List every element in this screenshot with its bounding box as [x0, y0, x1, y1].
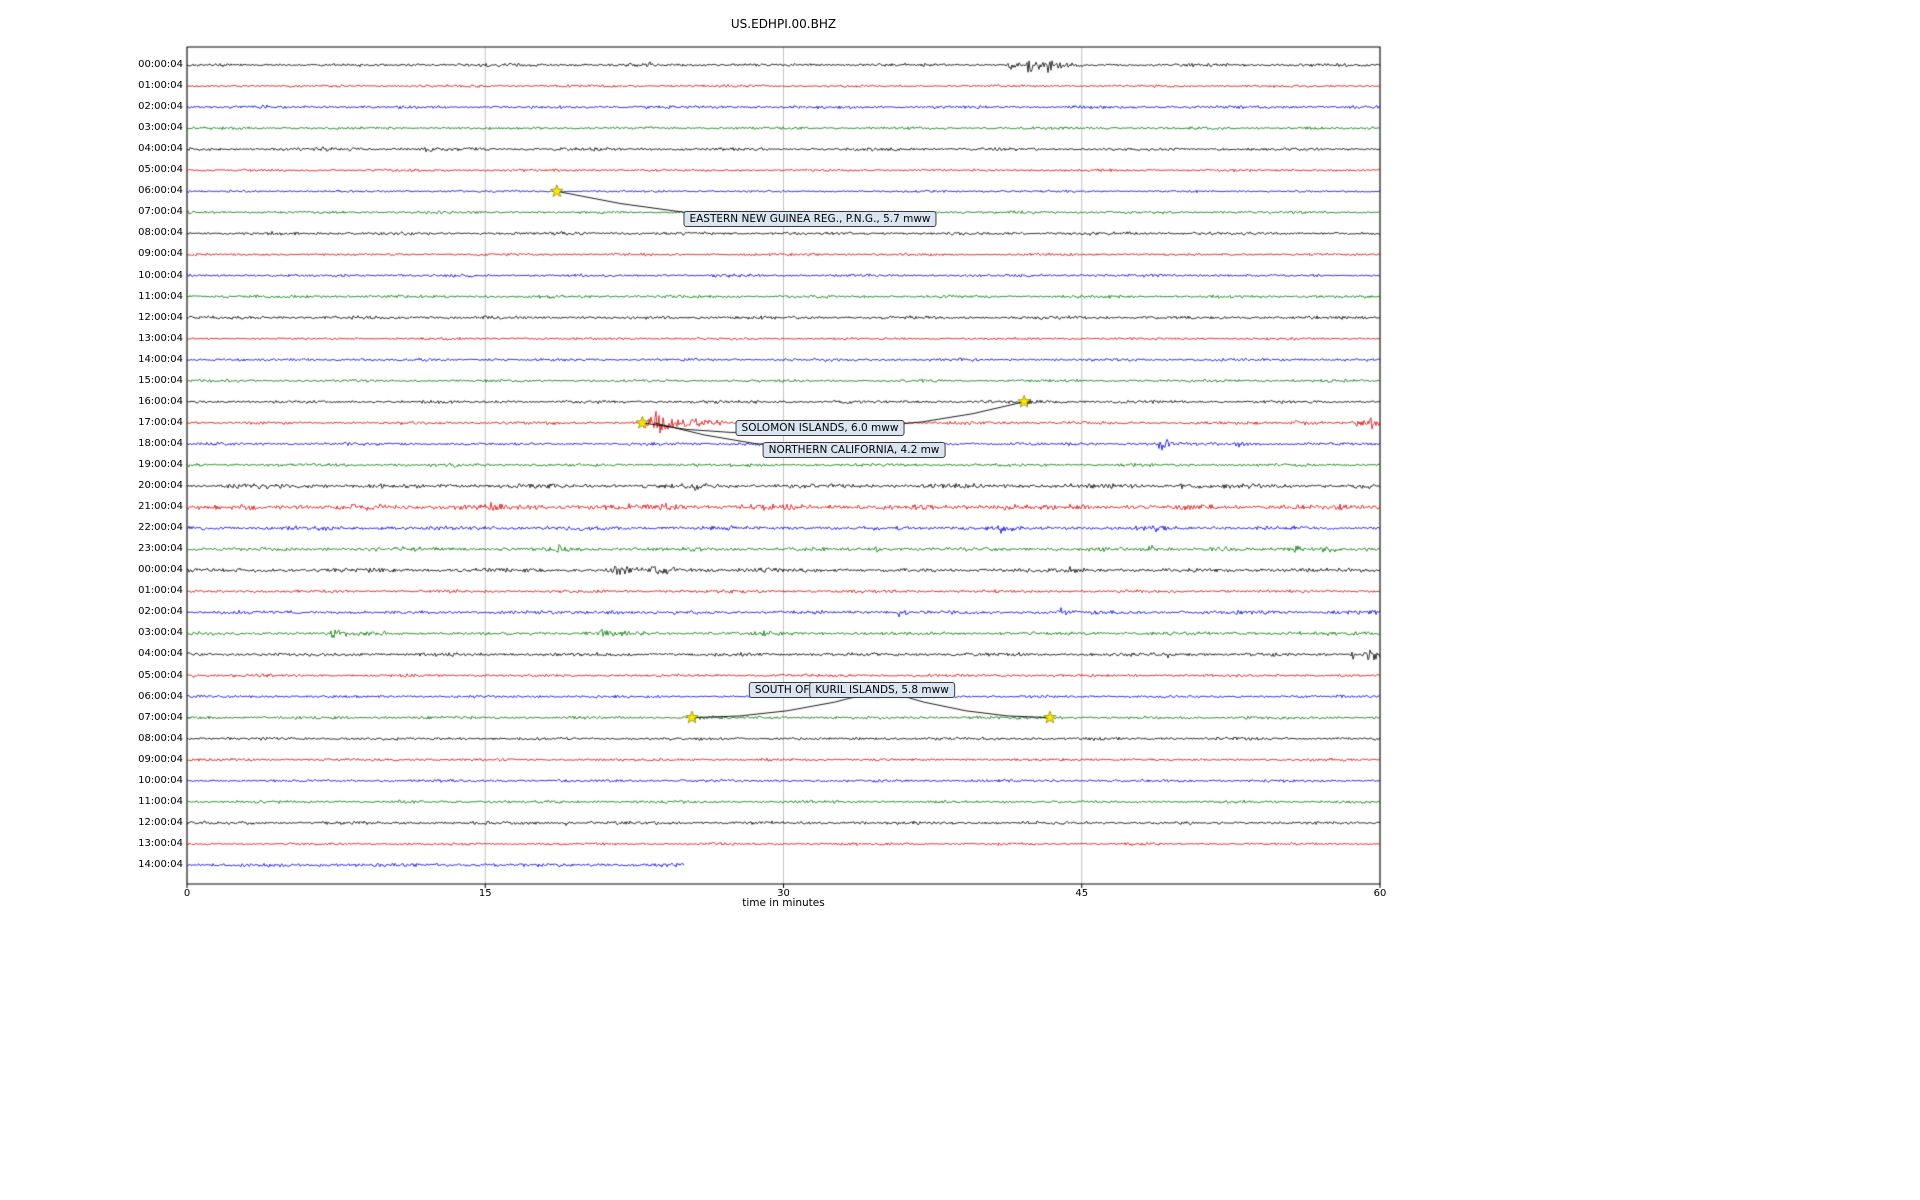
row-label: 02:00:04 — [138, 101, 183, 113]
row-label: 03:00:04 — [138, 627, 183, 639]
x-tick-label: 60 — [1373, 888, 1387, 899]
row-label: 07:00:04 — [138, 206, 183, 218]
row-label: 19:00:04 — [138, 459, 183, 470]
row-label: 12:00:04 — [138, 311, 183, 323]
row-label: 00:00:04 — [138, 59, 183, 70]
event-label: SOLOMON ISLANDS, 6.0 mww — [735, 420, 905, 436]
row-label: 09:00:04 — [138, 248, 183, 260]
row-label: 23:00:04 — [138, 543, 183, 555]
x-tick-label: 30 — [777, 888, 790, 899]
row-label: 04:00:04 — [138, 143, 183, 155]
row-label: 14:00:04 — [138, 353, 183, 365]
row-label: 13:00:04 — [138, 332, 183, 344]
row-label: 01:00:04 — [138, 80, 183, 92]
row-label: 16:00:04 — [138, 395, 183, 407]
row-label: 15:00:04 — [138, 374, 183, 386]
x-tick-label: 0 — [183, 888, 191, 899]
row-label: 10:00:04 — [138, 269, 183, 281]
row-label: 06:00:04 — [138, 690, 183, 702]
chart-title: US.EDHPI.00.BHZ — [730, 17, 837, 31]
row-label: 14:00:04 — [138, 859, 183, 870]
row-label: 05:00:04 — [138, 164, 183, 176]
row-label: 11:00:04 — [138, 795, 183, 807]
row-label: 20:00:04 — [138, 480, 183, 492]
x-tick-label: 45 — [1075, 888, 1089, 899]
row-label: 09:00:04 — [138, 753, 183, 765]
row-label: 03:00:04 — [138, 122, 183, 134]
row-label: 10:00:04 — [138, 774, 183, 786]
row-label: 08:00:04 — [138, 227, 183, 239]
row-label: 11:00:04 — [138, 290, 183, 302]
row-label: 08:00:04 — [138, 732, 183, 744]
row-label: 04:00:04 — [138, 648, 183, 660]
row-label: 13:00:04 — [138, 837, 183, 849]
row-label: 21:00:04 — [138, 501, 183, 513]
event-label: NORTHERN CALIFORNIA, 4.2 mw — [762, 442, 946, 458]
row-label: 12:00:04 — [138, 816, 183, 828]
x-tick-label: 15 — [478, 888, 492, 899]
row-label: 06:00:04 — [138, 185, 183, 197]
row-label: 18:00:04 — [138, 437, 183, 449]
row-label: 05:00:04 — [138, 669, 183, 681]
row-label: 17:00:04 — [138, 416, 183, 428]
row-label: 07:00:04 — [138, 711, 183, 723]
x-axis-label: time in minutes — [742, 897, 825, 909]
row-label: 02:00:04 — [138, 606, 183, 618]
row-label: 22:00:04 — [138, 522, 183, 534]
event-label: EASTERN NEW GUINEA REG., P.N.G., 5.7 mww — [683, 211, 937, 227]
row-label: 00:00:04 — [138, 564, 183, 576]
event-label: KURIL ISLANDS, 5.8 mww — [809, 682, 955, 698]
row-label: 01:00:04 — [138, 585, 183, 597]
